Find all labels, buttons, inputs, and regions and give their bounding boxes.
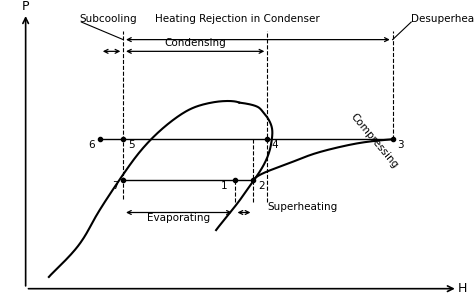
Text: Desuperheating: Desuperheating [411,14,474,24]
Text: P: P [22,0,29,13]
Text: 7: 7 [112,181,118,191]
Text: 1: 1 [221,181,228,191]
Text: Heating Rejection in Condenser: Heating Rejection in Condenser [155,14,319,24]
Text: Evaporating: Evaporating [147,213,210,223]
Text: 6: 6 [89,140,95,150]
Text: H: H [457,282,467,295]
Text: 3: 3 [397,140,404,150]
Text: Compressing: Compressing [348,111,400,170]
Text: Condensing: Condensing [164,39,226,48]
Text: Superheating: Superheating [267,202,337,212]
Text: Subcooling: Subcooling [79,14,137,24]
Text: 2: 2 [258,181,264,191]
Text: 5: 5 [128,140,135,150]
Text: 4: 4 [272,140,278,150]
